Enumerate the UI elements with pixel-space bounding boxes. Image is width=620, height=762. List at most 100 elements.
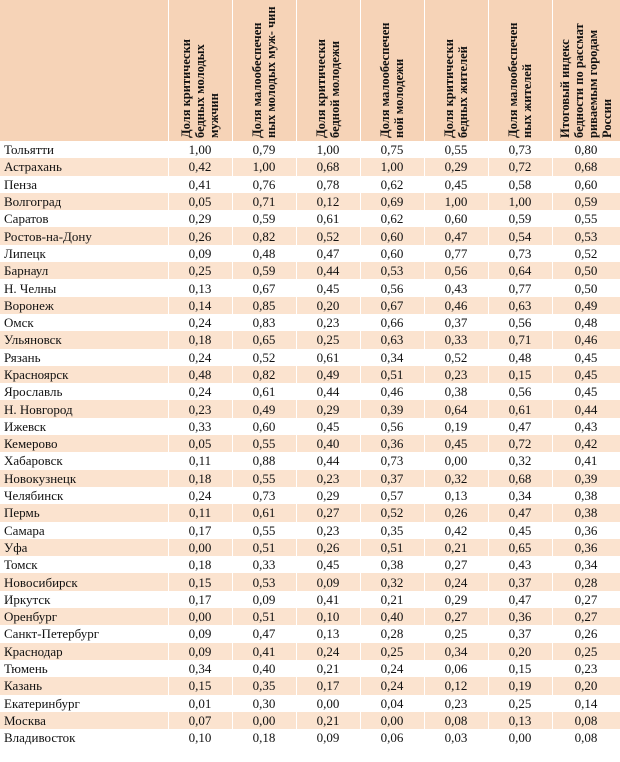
- value-cell: 0,49: [552, 296, 620, 314]
- city-name-cell: Барнаул: [0, 262, 169, 280]
- table-body: Тольятти 1,00 0,79 1,00 0,75 0,55 0,73 0,80 Астр…: [0, 141, 620, 747]
- value-cell: 0,25: [168, 262, 233, 280]
- value-cell: 0,00: [168, 608, 233, 626]
- value-cell: 0,07: [168, 711, 233, 730]
- value-cell: 0,73: [360, 452, 425, 470]
- table-row: Воронеж 0,14 0,85 0,20 0,67 0,46 0,63 0,49: [0, 296, 620, 314]
- value-cell: 0,26: [296, 538, 361, 557]
- table-row: Ульяновск 0,18 0,65 0,25 0,63 0,33 0,71 0,46: [0, 331, 620, 349]
- value-cell: 0,25: [360, 642, 425, 660]
- value-cell: 0,51: [232, 538, 297, 557]
- value-cell: 0,40: [296, 435, 361, 453]
- value-cell: 1,00: [296, 141, 361, 159]
- column-header-label: Доля критически бедных молодых мужчин: [179, 38, 221, 138]
- column-header: Доля критически бедных жителей: [424, 0, 489, 141]
- value-cell: 0,56: [488, 313, 553, 332]
- table-row: Тольятти 1,00 0,79 1,00 0,75 0,55 0,73 0,80: [0, 141, 620, 159]
- table-row: Липецк 0,09 0,48 0,47 0,60 0,77 0,73 0,52: [0, 244, 620, 263]
- value-cell: 0,77: [424, 244, 489, 263]
- value-cell: 0,37: [360, 469, 425, 487]
- value-cell: 0,47: [296, 244, 361, 263]
- value-cell: 0,32: [488, 452, 553, 470]
- value-cell: 0,59: [488, 210, 553, 228]
- value-cell: 0,53: [232, 573, 297, 591]
- header-corner: [0, 0, 169, 141]
- value-cell: 0,52: [296, 227, 361, 245]
- value-cell: 0,19: [424, 417, 489, 436]
- value-cell: 0,52: [424, 348, 489, 366]
- value-cell: 0,38: [552, 486, 620, 505]
- column-header-label: Доля критически бедной молодежи: [314, 38, 342, 138]
- value-cell: 0,60: [360, 227, 425, 245]
- value-cell: 0,23: [424, 694, 489, 712]
- table-row: Екатеринбург 0,01 0,30 0,00 0,04 0,23 0,25 0,14: [0, 694, 620, 712]
- value-cell: 0,37: [488, 625, 553, 643]
- value-cell: 0,68: [488, 469, 553, 487]
- value-cell: 0,24: [424, 573, 489, 591]
- city-name-cell: Санкт-Петербург: [0, 625, 169, 643]
- value-cell: 0,45: [424, 175, 489, 193]
- value-cell: 0,88: [232, 452, 297, 470]
- city-name-cell: Екатеринбург: [0, 694, 169, 712]
- value-cell: 0,51: [360, 365, 425, 384]
- value-cell: 0,29: [168, 210, 233, 228]
- city-name-cell: Самара: [0, 521, 169, 539]
- city-name-cell: Краснодар: [0, 642, 169, 660]
- value-cell: 0,00: [360, 711, 425, 730]
- city-name-cell: Кемерово: [0, 435, 169, 453]
- city-name-cell: Ульяновск: [0, 331, 169, 349]
- value-cell: 0,38: [424, 383, 489, 401]
- column-header-label: Доля малообеспечен ных молодых муж- чин: [250, 5, 278, 138]
- value-cell: 0,62: [360, 175, 425, 193]
- value-cell: 0,33: [232, 556, 297, 574]
- column-header: Итоговый индекс бедности по рассмат рива…: [552, 0, 620, 141]
- value-cell: 0,71: [488, 331, 553, 349]
- value-cell: 0,48: [552, 313, 620, 332]
- value-cell: 0,64: [488, 262, 553, 280]
- value-cell: 0,60: [360, 244, 425, 263]
- city-name-cell: Челябинск: [0, 486, 169, 505]
- value-cell: 0,09: [296, 573, 361, 591]
- value-cell: 0,67: [232, 279, 297, 297]
- value-cell: 0,75: [360, 141, 425, 159]
- value-cell: 0,44: [296, 262, 361, 280]
- value-cell: 0,47: [488, 590, 553, 609]
- value-cell: 0,24: [296, 642, 361, 660]
- value-cell: 0,59: [232, 210, 297, 228]
- city-name-cell: Саратов: [0, 210, 169, 228]
- value-cell: 0,24: [360, 659, 425, 678]
- value-cell: 0,76: [232, 175, 297, 193]
- value-cell: 0,17: [168, 590, 233, 609]
- table-row: Санкт-Петербург 0,09 0,47 0,13 0,28 0,25 0,37 0…: [0, 625, 620, 643]
- value-cell: 0,42: [552, 435, 620, 453]
- city-name-cell: Н. Новгород: [0, 400, 169, 418]
- value-cell: 0,41: [232, 642, 297, 660]
- value-cell: 0,60: [232, 417, 297, 436]
- value-cell: 0,55: [232, 521, 297, 539]
- table-row: Новосибирск 0,15 0,53 0,09 0,32 0,24 0,37 0,28: [0, 573, 620, 591]
- value-cell: 0,78: [296, 175, 361, 193]
- city-name-cell: Казань: [0, 677, 169, 695]
- value-cell: 0,24: [168, 348, 233, 366]
- value-cell: 0,18: [168, 331, 233, 349]
- value-cell: 0,29: [424, 590, 489, 609]
- value-cell: 0,61: [296, 210, 361, 228]
- value-cell: 0,17: [296, 677, 361, 695]
- value-cell: 0,65: [488, 538, 553, 557]
- value-cell: 0,14: [168, 296, 233, 314]
- value-cell: 0,18: [232, 729, 297, 747]
- value-cell: 0,54: [488, 227, 553, 245]
- value-cell: 0,36: [488, 608, 553, 626]
- value-cell: 0,47: [232, 625, 297, 643]
- value-cell: 0,60: [424, 210, 489, 228]
- column-header: Доля малообеспечен ной молодежи: [360, 0, 425, 141]
- value-cell: 0,52: [360, 504, 425, 522]
- value-cell: 0,37: [424, 313, 489, 332]
- value-cell: 0,15: [168, 573, 233, 591]
- city-name-cell: Новосибирск: [0, 573, 169, 591]
- column-header-label: Доля критически бедных жителей: [442, 38, 470, 138]
- value-cell: 0,50: [552, 262, 620, 280]
- value-cell: 0,64: [424, 400, 489, 418]
- column-header: Доля критически бедных молодых мужчин: [168, 0, 233, 141]
- value-cell: 0,23: [552, 659, 620, 678]
